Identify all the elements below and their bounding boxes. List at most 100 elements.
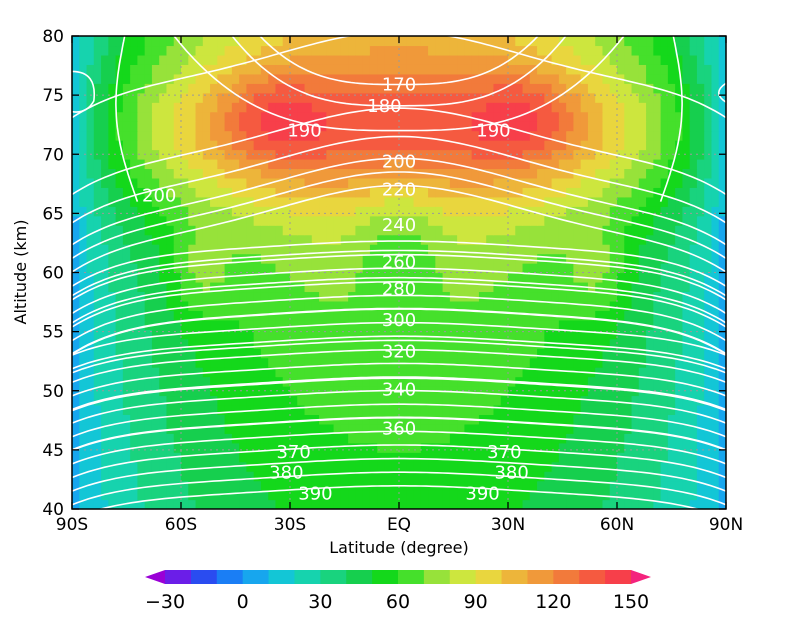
field-cell xyxy=(478,310,487,321)
field-cell xyxy=(660,471,669,482)
field-cell xyxy=(529,149,538,160)
field-cell xyxy=(188,206,197,217)
field-cell xyxy=(311,206,320,217)
field-cell xyxy=(93,54,102,65)
field-cell xyxy=(595,319,604,330)
field-cell xyxy=(217,149,226,160)
field-cell xyxy=(406,461,415,472)
field-cell xyxy=(646,329,654,340)
contour-label-320: 320 xyxy=(382,342,416,363)
field-cell xyxy=(624,225,633,236)
field-cell xyxy=(144,423,153,434)
field-cell xyxy=(326,206,335,217)
field-cell xyxy=(544,102,553,113)
field-cell xyxy=(486,480,495,491)
field-cell xyxy=(253,423,262,434)
field-cell xyxy=(486,499,495,509)
field-cell xyxy=(79,196,88,207)
field-cell xyxy=(544,461,553,472)
field-cell xyxy=(72,225,80,236)
field-cell xyxy=(457,281,465,293)
field-cell xyxy=(457,452,465,463)
field-cell xyxy=(362,73,371,84)
field-cell xyxy=(718,92,726,103)
field-cell xyxy=(144,433,153,444)
field-cell xyxy=(442,149,451,160)
field-cell xyxy=(399,45,407,56)
field-cell xyxy=(522,121,531,132)
field-cell xyxy=(159,499,168,509)
field-cell xyxy=(471,92,480,103)
field-cell xyxy=(93,206,102,217)
field-cell xyxy=(464,490,473,501)
field-cell xyxy=(362,111,371,122)
field-cell xyxy=(667,367,676,378)
field-cell xyxy=(101,471,109,482)
field-cell xyxy=(442,442,451,453)
field-cell xyxy=(558,111,567,122)
field-cell xyxy=(253,386,262,397)
field-cell xyxy=(522,111,531,122)
field-cell xyxy=(144,45,153,56)
field-cell xyxy=(159,215,168,226)
field-cell xyxy=(246,140,255,151)
field-cell xyxy=(696,300,705,311)
field-cell xyxy=(340,121,349,132)
field-cell xyxy=(587,102,596,113)
field-cell xyxy=(231,130,240,141)
field-cell xyxy=(609,73,618,84)
field-cell xyxy=(449,225,458,236)
field-cell xyxy=(500,404,509,415)
field-cell xyxy=(653,376,662,387)
field-cell xyxy=(224,395,233,406)
field-cell xyxy=(239,376,247,387)
field-cell xyxy=(268,64,277,75)
field-cell xyxy=(595,215,604,226)
field-cell xyxy=(704,253,713,264)
field-cell xyxy=(420,140,429,151)
field-cell xyxy=(595,310,604,321)
field-cell xyxy=(544,319,553,330)
field-cell xyxy=(500,480,509,491)
field-cell xyxy=(515,272,524,283)
field-cell xyxy=(253,338,262,349)
field-cell xyxy=(508,263,516,274)
field-cell xyxy=(566,357,574,368)
field-cell xyxy=(268,300,277,311)
field-cell xyxy=(348,490,356,501)
field-cell xyxy=(86,64,95,75)
field-cell xyxy=(282,83,291,94)
field-cell xyxy=(704,395,713,406)
field-cell xyxy=(442,73,451,84)
field-cell xyxy=(515,423,524,434)
field-cell xyxy=(399,64,407,75)
field-cell xyxy=(181,310,189,321)
field-cell xyxy=(369,196,378,207)
field-cell xyxy=(457,395,465,406)
field-cell xyxy=(101,234,109,245)
field-cell xyxy=(159,253,168,264)
field-cell xyxy=(181,357,189,368)
field-cell xyxy=(86,196,95,207)
field-cell xyxy=(144,64,153,75)
field-cell xyxy=(602,348,611,359)
field-cell xyxy=(580,83,589,94)
field-cell xyxy=(282,168,291,179)
field-cell xyxy=(79,36,88,47)
field-cell xyxy=(682,291,691,302)
field-cell xyxy=(413,234,422,245)
field-cell xyxy=(326,338,335,349)
field-cell xyxy=(653,433,662,444)
field-cell xyxy=(689,92,698,103)
field-cell xyxy=(522,168,531,179)
field-cell xyxy=(231,452,240,463)
field-cell xyxy=(587,73,596,84)
field-cell xyxy=(137,338,146,349)
field-cell xyxy=(246,376,255,387)
field-cell xyxy=(181,244,189,255)
field-cell xyxy=(609,310,618,321)
field-cell xyxy=(202,102,211,113)
field-cell xyxy=(355,54,364,65)
field-cell xyxy=(580,310,589,321)
field-cell xyxy=(137,102,146,113)
